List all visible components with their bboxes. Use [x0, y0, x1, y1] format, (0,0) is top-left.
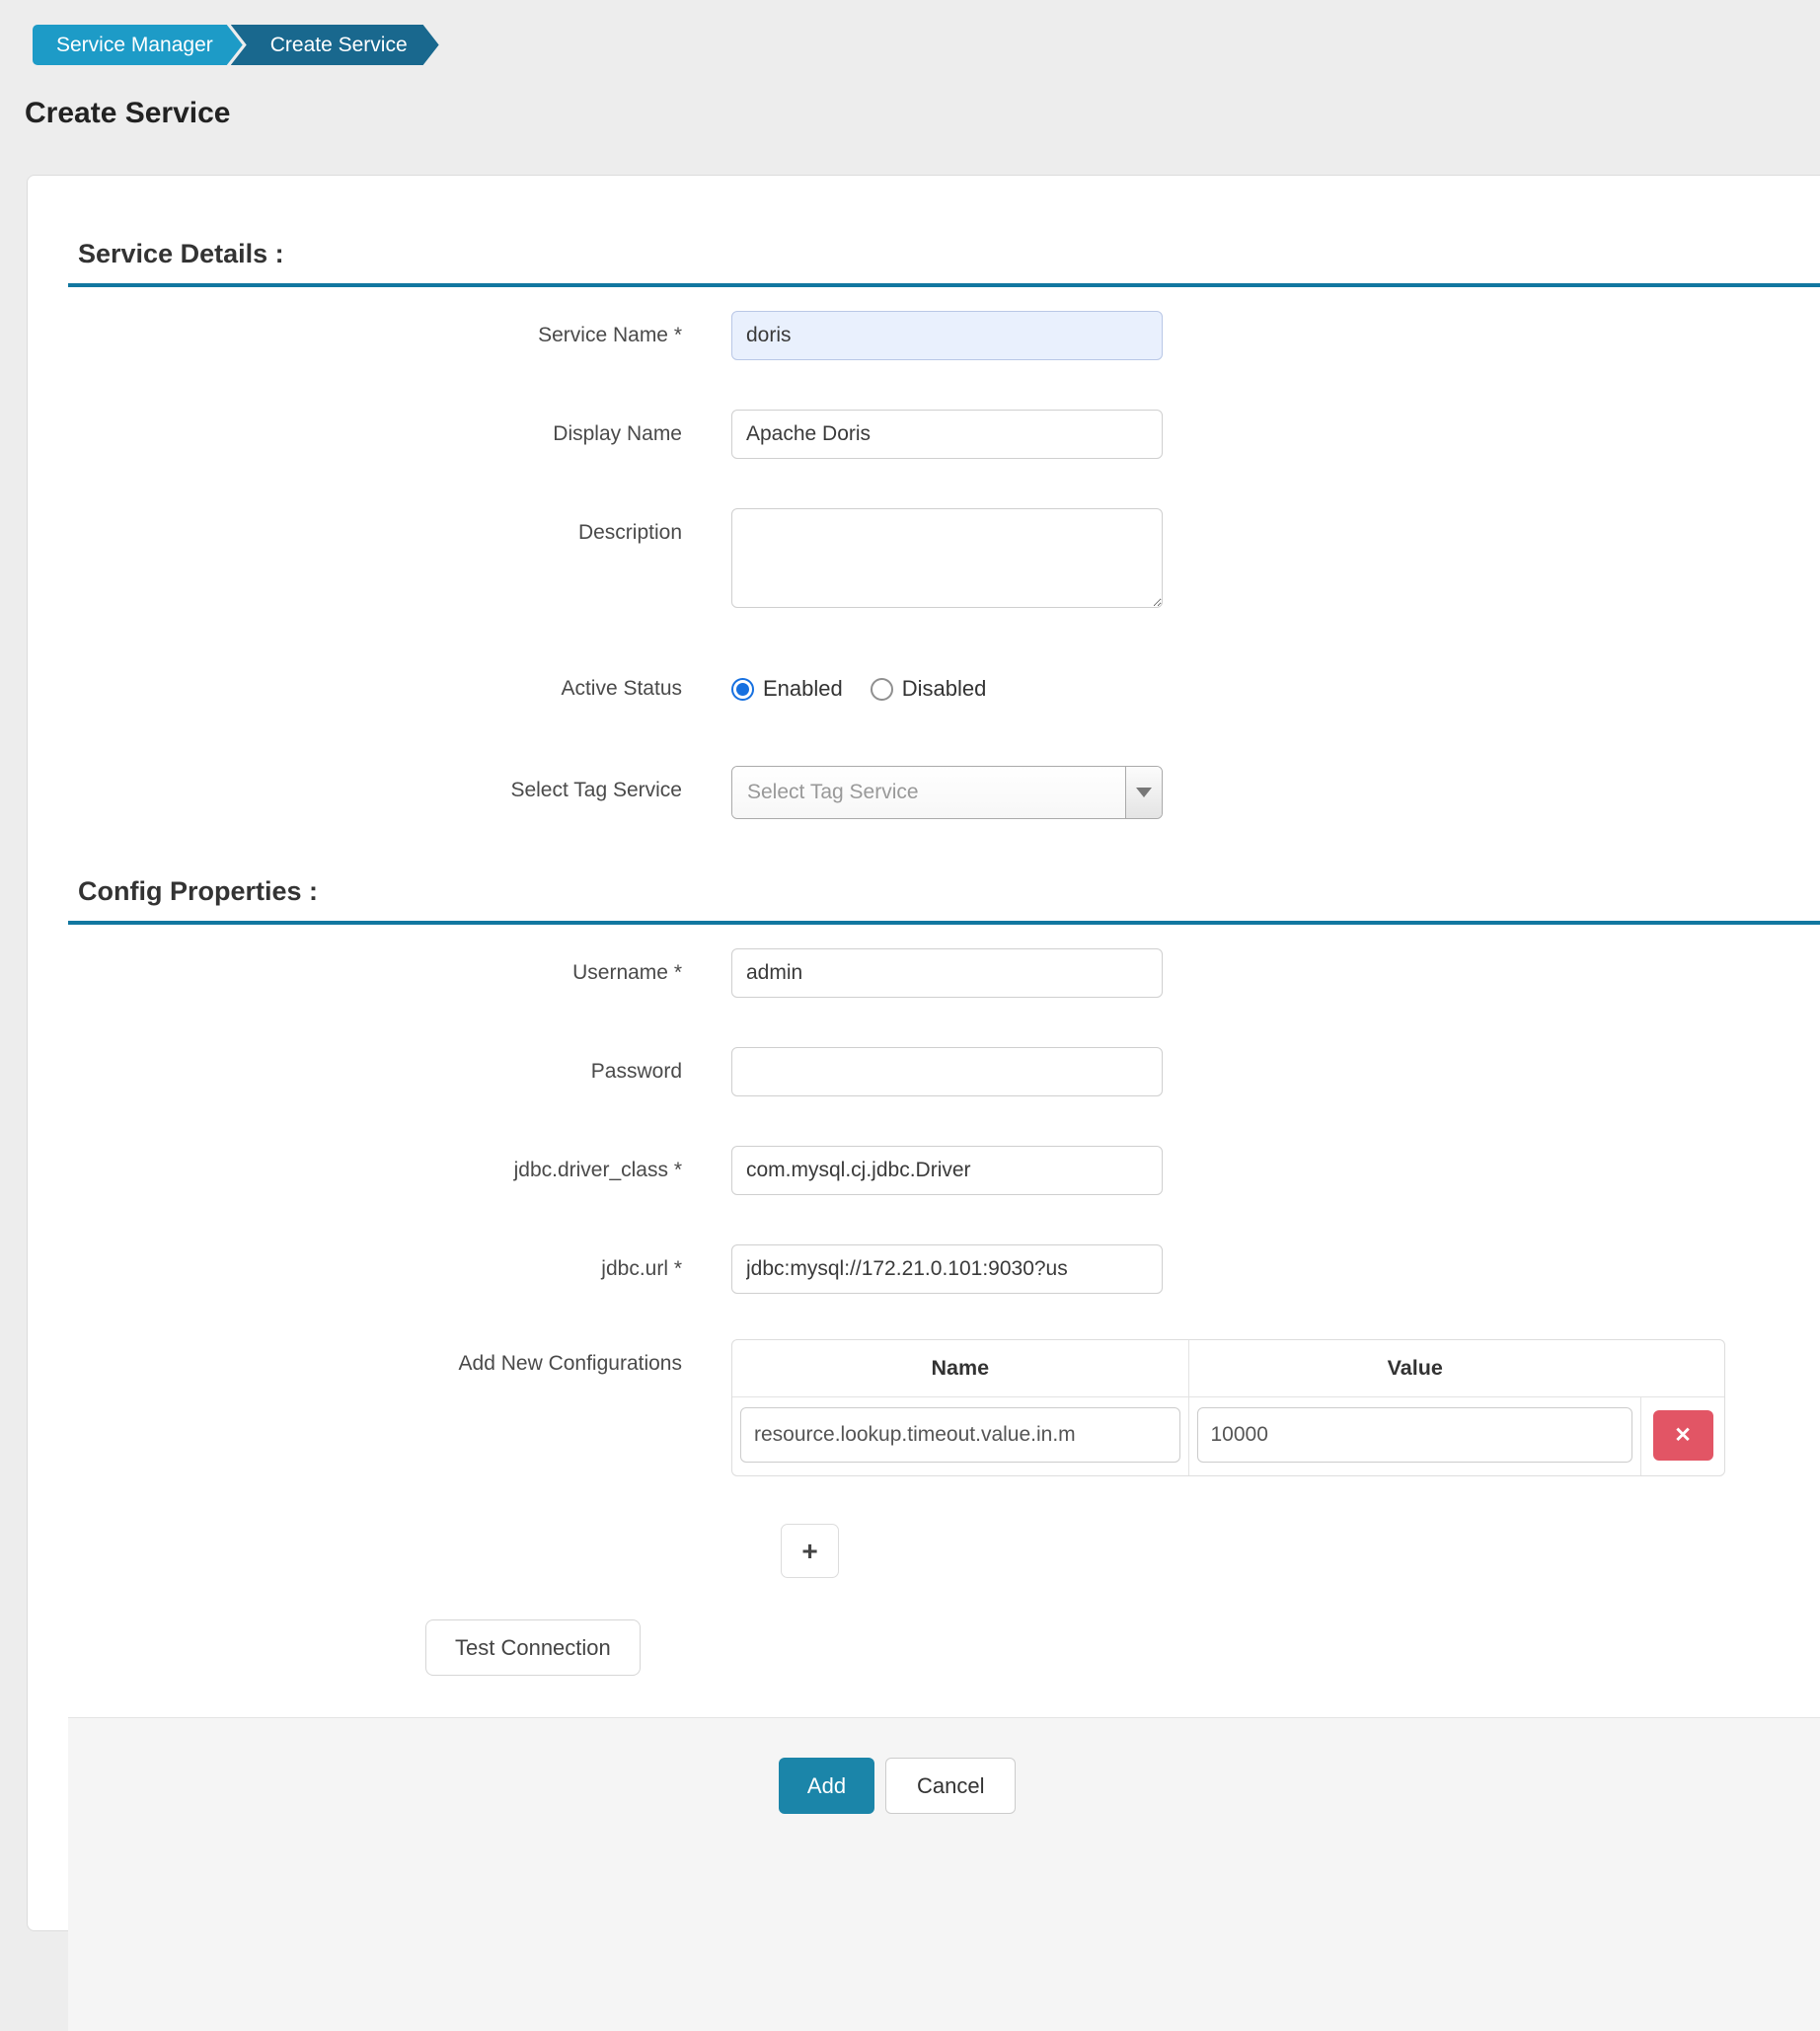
config-value-cell	[1188, 1396, 1641, 1475]
jdbc-url-input[interactable]	[731, 1244, 1163, 1294]
username-label: Username *	[572, 961, 682, 984]
password-row: Password	[68, 1047, 1820, 1096]
active-status-label: Active Status	[561, 677, 682, 700]
section-divider	[68, 921, 1820, 925]
add-new-configurations-label: Add New Configurations	[458, 1352, 682, 1375]
service-name-label: Service Name *	[538, 324, 682, 346]
active-status-radio-group: Enabled Disabled	[731, 663, 986, 715]
delete-config-button[interactable]: ✕	[1652, 1409, 1713, 1461]
disabled-radio-label[interactable]: Disabled	[901, 676, 987, 701]
service-name-input[interactable]	[731, 311, 1163, 360]
config-value-input[interactable]	[1196, 1407, 1632, 1463]
tag-service-label: Select Tag Service	[510, 779, 682, 801]
tag-service-dropdown-button[interactable]	[1125, 767, 1162, 818]
action-column-header	[1641, 1340, 1724, 1396]
configuration-table-row: ✕	[732, 1396, 1724, 1475]
service-details-heading: Service Details :	[78, 239, 284, 268]
x-icon: ✕	[1674, 1423, 1692, 1447]
add-config-row-button[interactable]: +	[781, 1524, 839, 1578]
name-column-header: Name	[732, 1340, 1189, 1396]
plus-icon: +	[801, 1535, 818, 1566]
display-name-input[interactable]	[731, 410, 1163, 459]
tag-service-select[interactable]: Select Tag Service	[731, 766, 1163, 819]
configurations-header-row: Name Value	[732, 1340, 1724, 1396]
enabled-radio-label[interactable]: Enabled	[763, 676, 843, 701]
form-actions-bar: Add Cancel	[68, 1717, 1820, 2031]
breadcrumb-item-create-service: Create Service	[231, 25, 439, 65]
tag-service-row: Select Tag Service Select Tag Service	[68, 766, 1820, 819]
username-input[interactable]	[731, 948, 1163, 998]
page-title: Create Service	[25, 97, 231, 129]
active-status-row: Active Status Enabled Disabled	[68, 663, 1820, 715]
value-column-header: Value	[1387, 1356, 1443, 1380]
section-divider	[68, 283, 1820, 287]
add-new-configurations-row: Add New Configurations Name Value	[68, 1339, 1820, 1476]
config-name-input[interactable]	[740, 1407, 1180, 1463]
service-name-row: Service Name *	[68, 311, 1820, 360]
display-name-label: Display Name	[553, 422, 682, 445]
breadcrumb-item-service-manager[interactable]: Service Manager	[33, 25, 243, 65]
description-textarea[interactable]	[731, 508, 1163, 608]
jdbc-driver-class-row: jdbc.driver_class *	[68, 1146, 1820, 1195]
tag-service-placeholder: Select Tag Service	[732, 767, 1125, 818]
test-connection-button[interactable]: Test Connection	[425, 1619, 641, 1676]
config-action-cell: ✕	[1641, 1396, 1724, 1475]
display-name-row: Display Name	[68, 410, 1820, 459]
chevron-down-icon	[1136, 788, 1152, 797]
password-label: Password	[590, 1060, 682, 1083]
disabled-radio[interactable]	[870, 677, 893, 701]
breadcrumb: Service Manager Create Service	[33, 25, 1820, 65]
config-name-cell	[732, 1396, 1189, 1475]
enabled-radio[interactable]	[731, 677, 754, 701]
description-row: Description	[68, 508, 1820, 608]
username-row: Username *	[68, 948, 1820, 998]
jdbc-url-row: jdbc.url *	[68, 1244, 1820, 1294]
config-properties-heading: Config Properties :	[78, 876, 319, 906]
configurations-table: Name Value	[731, 1339, 1725, 1476]
description-label: Description	[577, 521, 682, 544]
jdbc-driver-class-label: jdbc.driver_class *	[513, 1159, 682, 1181]
create-service-panel: Service Details : Service Name * Display…	[27, 175, 1820, 2031]
jdbc-url-label: jdbc.url *	[601, 1257, 682, 1280]
jdbc-driver-class-input[interactable]	[731, 1146, 1163, 1195]
password-input[interactable]	[731, 1047, 1163, 1096]
